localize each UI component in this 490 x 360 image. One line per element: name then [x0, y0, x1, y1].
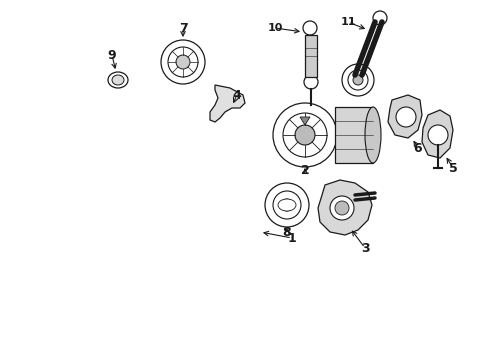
Text: 3: 3 — [361, 242, 369, 255]
Text: 10: 10 — [268, 23, 283, 33]
Circle shape — [330, 196, 354, 220]
Circle shape — [353, 75, 363, 85]
Ellipse shape — [112, 75, 124, 85]
Bar — [335, 107, 373, 163]
Circle shape — [283, 113, 327, 157]
Circle shape — [304, 75, 318, 89]
Polygon shape — [422, 110, 453, 158]
Circle shape — [428, 125, 448, 145]
Bar — [305, 35, 317, 77]
Text: 8: 8 — [283, 225, 292, 239]
Ellipse shape — [108, 72, 128, 88]
Ellipse shape — [278, 199, 296, 211]
Circle shape — [168, 47, 198, 77]
Circle shape — [295, 125, 315, 145]
Circle shape — [265, 183, 309, 227]
Text: 1: 1 — [288, 231, 296, 244]
Text: 9: 9 — [108, 49, 116, 62]
Ellipse shape — [365, 107, 381, 163]
Text: 5: 5 — [449, 162, 457, 175]
Circle shape — [396, 107, 416, 127]
Text: 2: 2 — [301, 163, 309, 176]
Polygon shape — [210, 85, 245, 122]
Circle shape — [273, 191, 301, 219]
Text: 11: 11 — [340, 17, 356, 27]
Polygon shape — [300, 117, 310, 125]
Circle shape — [373, 11, 387, 25]
Circle shape — [335, 201, 349, 215]
Text: 7: 7 — [179, 22, 187, 35]
Circle shape — [273, 103, 337, 167]
Circle shape — [303, 21, 317, 35]
Text: 6: 6 — [414, 141, 422, 154]
Circle shape — [161, 40, 205, 84]
Polygon shape — [388, 95, 422, 138]
Ellipse shape — [293, 105, 313, 165]
Text: 4: 4 — [233, 89, 242, 102]
Circle shape — [342, 64, 374, 96]
Circle shape — [281, 199, 293, 211]
Circle shape — [348, 70, 368, 90]
Polygon shape — [318, 180, 372, 235]
Circle shape — [176, 55, 190, 69]
